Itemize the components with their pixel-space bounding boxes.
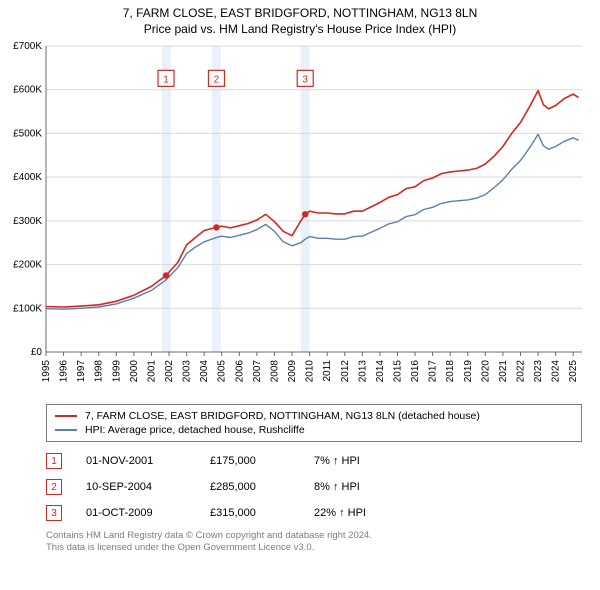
transaction-row: 1 01-NOV-2001 £175,000 7% ↑ HPI: [46, 448, 582, 474]
svg-text:2012: 2012: [340, 360, 351, 383]
svg-text:2000: 2000: [129, 360, 140, 383]
svg-text:1998: 1998: [94, 360, 105, 383]
title-line1: 7, FARM CLOSE, EAST BRIDGFORD, NOTTINGHA…: [4, 6, 596, 20]
transaction-date: 01-OCT-2009: [86, 507, 206, 519]
transaction-diff: 8% ↑ HPI: [314, 481, 424, 493]
legend-row: HPI: Average price, detached house, Rush…: [55, 423, 573, 437]
svg-text:2010: 2010: [305, 360, 316, 383]
svg-text:2025: 2025: [568, 360, 579, 383]
transaction-price: £175,000: [210, 455, 310, 467]
svg-text:2013: 2013: [357, 360, 368, 383]
legend-swatch: [55, 429, 77, 431]
svg-text:2019: 2019: [463, 360, 474, 383]
title-line2: Price paid vs. HM Land Registry's House …: [4, 22, 596, 36]
svg-text:2001: 2001: [146, 360, 157, 383]
transaction-diff: 22% ↑ HPI: [314, 507, 424, 519]
legend-row: 7, FARM CLOSE, EAST BRIDGFORD, NOTTINGHA…: [55, 409, 573, 423]
svg-text:£200K: £200K: [13, 260, 42, 271]
transaction-date: 10-SEP-2004: [86, 481, 206, 493]
svg-text:£0: £0: [31, 347, 43, 358]
svg-text:1: 1: [163, 74, 169, 85]
transactions-table: 1 01-NOV-2001 £175,000 7% ↑ HPI 2 10-SEP-2004…: [46, 448, 582, 526]
transaction-price: £285,000: [210, 481, 310, 493]
svg-text:2022: 2022: [515, 360, 526, 383]
transaction-row: 2 10-SEP-2004 £285,000 8% ↑ HPI: [46, 474, 582, 500]
svg-text:£400K: £400K: [13, 172, 42, 183]
svg-text:£600K: £600K: [13, 85, 42, 96]
svg-text:3: 3: [302, 74, 308, 85]
transaction-badge: 3: [46, 505, 62, 521]
svg-text:2024: 2024: [551, 360, 562, 383]
footer-line1: Contains HM Land Registry data © Crown c…: [46, 530, 582, 542]
legend-label: 7, FARM CLOSE, EAST BRIDGFORD, NOTTINGHA…: [85, 410, 480, 422]
svg-text:1999: 1999: [111, 360, 122, 383]
svg-text:2016: 2016: [410, 360, 421, 383]
chart-titles: 7, FARM CLOSE, EAST BRIDGFORD, NOTTINGHA…: [0, 0, 600, 38]
svg-text:2007: 2007: [252, 360, 263, 383]
transaction-badge: 1: [46, 453, 62, 469]
svg-text:2004: 2004: [199, 360, 210, 383]
svg-text:£100K: £100K: [13, 303, 42, 314]
line-chart: £0 £100K £200K £300K £400K £500K £600K £700K 199…: [0, 38, 600, 398]
svg-text:2002: 2002: [164, 360, 175, 383]
transaction-date: 01-NOV-2001: [86, 455, 206, 467]
svg-text:2021: 2021: [498, 360, 509, 383]
transaction-diff: 7% ↑ HPI: [314, 455, 424, 467]
legend: 7, FARM CLOSE, EAST BRIDGFORD, NOTTINGHA…: [46, 404, 582, 442]
attribution-footer: Contains HM Land Registry data © Crown c…: [46, 530, 582, 555]
svg-text:2020: 2020: [480, 360, 491, 383]
svg-text:2005: 2005: [217, 360, 228, 383]
svg-text:2014: 2014: [375, 360, 386, 383]
svg-text:2009: 2009: [287, 360, 298, 383]
footer-line2: This data is licensed under the Open Gov…: [46, 542, 582, 554]
svg-text:2017: 2017: [428, 360, 439, 383]
transaction-badge: 2: [46, 479, 62, 495]
svg-text:2018: 2018: [445, 360, 456, 383]
svg-text:1995: 1995: [41, 360, 52, 383]
svg-text:2015: 2015: [392, 360, 403, 383]
svg-text:£500K: £500K: [13, 128, 42, 139]
svg-text:2008: 2008: [269, 360, 280, 383]
svg-text:1996: 1996: [59, 360, 70, 383]
svg-text:£300K: £300K: [13, 216, 42, 227]
svg-text:1997: 1997: [76, 360, 87, 383]
svg-text:2: 2: [214, 74, 220, 85]
chart-area: £0 £100K £200K £300K £400K £500K £600K £700K 199…: [0, 38, 600, 398]
svg-text:2006: 2006: [234, 360, 245, 383]
transaction-row: 3 01-OCT-2009 £315,000 22% ↑ HPI: [46, 500, 582, 526]
svg-text:£700K: £700K: [13, 41, 42, 52]
legend-label: HPI: Average price, detached house, Rush…: [85, 424, 305, 436]
svg-text:2011: 2011: [322, 360, 333, 382]
transaction-price: £315,000: [210, 507, 310, 519]
svg-text:2003: 2003: [182, 360, 193, 383]
svg-text:2023: 2023: [533, 360, 544, 383]
legend-swatch: [55, 415, 77, 417]
